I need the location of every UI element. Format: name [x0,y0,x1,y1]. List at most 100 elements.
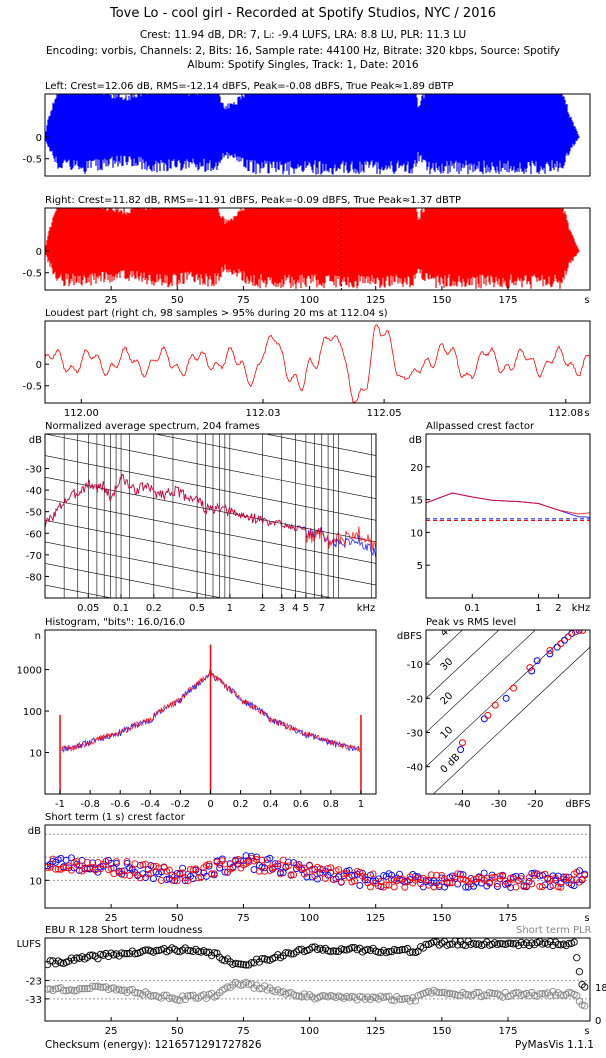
crest-point-left [216,864,224,872]
ebu-xtick-2: 75 [237,1026,250,1037]
crest-point-right [456,875,464,883]
ebu-loudness-point [393,946,401,955]
allpass-title: Allpassed crest factor [426,421,535,432]
crest-point-right [284,862,292,870]
crest-xtick-4: 125 [366,913,385,924]
ebu-loudness-point [295,946,303,954]
right-waveform [45,208,580,289]
histogram-xtick-5: 0 [207,799,213,810]
crest-xtick-6: 175 [498,913,517,924]
crest-point-left [150,875,157,883]
spectrum-ytick-0: -30 [26,465,42,476]
pvr-crest-label: 10 [439,725,456,742]
ebu-xtick-1: 50 [171,1026,184,1037]
ebu-plr-point [435,989,443,997]
crest-point-right [546,875,554,883]
crest-point-right [221,860,229,868]
histogram-ytick-0: 10 [29,749,42,760]
ebu-loudness-point [237,960,245,968]
left-waveform [45,94,580,175]
spectrum-xtick-3: 0.5 [189,603,205,614]
ebu-plr-point [485,989,494,997]
crest-point-right [258,856,266,864]
ebu-plr-point [448,990,457,998]
crest-point-right [327,864,335,872]
pvr-ytick-2: -30 [407,729,423,740]
crest-point-right [274,860,282,868]
spectrum-ytick-2: -50 [26,508,42,519]
ebu-loudness-point [46,957,54,965]
right-xtick-5: 150 [432,295,451,306]
ebu-loudness-point [575,968,584,976]
crest-point-right [147,869,155,877]
spectrum-plot [45,434,376,598]
crest-point-right [433,871,441,879]
right-xtick-0: 25 [105,295,118,306]
loudest-xlabel: s [584,408,589,419]
crest-point-right [528,880,536,888]
crest-point-right [581,871,589,879]
spectrum-slope-line [45,455,376,521]
ebu-plr-point [65,986,73,994]
ebu-loudness-point [406,948,414,957]
ebu-loudness-point [120,950,129,958]
ebu-plr-point [536,990,544,998]
crest-point-right [552,874,560,882]
ebu-plot [45,938,590,1010]
crest-point-right [52,865,60,873]
pvr-point-right [546,647,554,654]
crest-ytick-0: 10 [29,876,42,887]
crest-point-right [128,866,136,874]
pvr-ytick-3: -40 [407,763,423,774]
ebu-loudness-point [239,960,248,969]
ebu-loudness-point [329,947,338,955]
crest-point-right [197,873,205,881]
ebu-loudness-point [311,943,319,951]
pvr-crest-line [426,630,573,768]
loudest-part-title: Loudest part (right ch, 98 samples > 95%… [45,308,388,319]
ebu-loudness-point [287,950,295,958]
ebu-plr-point [149,991,158,1000]
histogram-xtick-8: 0.6 [293,799,309,810]
ebu-loudness-point [509,940,517,948]
allpass-plot [426,492,590,521]
ebu-plr-point [51,985,60,993]
ebu-loudness-point [226,958,234,966]
ebu-plr-point [427,989,435,997]
crest-point-right [157,876,165,884]
ebu-plr-point [184,992,192,1000]
crest-point-right [337,878,345,886]
ebu-plr-point [488,989,496,997]
ebu-plr-point [118,986,126,995]
ebu-plr-point [160,991,168,999]
pvr-point-right [458,739,466,747]
ebu-loudness-point [215,953,224,961]
crest-point-left [221,868,229,876]
crest-point-right [126,872,134,879]
pvr-crest-label: 20 [439,691,456,708]
ebu-loudness-point [340,946,348,954]
plr-label: Short term PLR [516,925,592,936]
crest-point-right [448,879,456,887]
ebu-loudness-point [565,939,573,948]
crest-point-right [107,864,115,872]
ebu-xtick-6: 175 [498,1026,517,1037]
ebu-plr-point [575,997,584,1005]
crest-plot [45,833,590,891]
spectrum-ytick-4: -70 [26,551,42,562]
crest-point-right [568,876,575,884]
pvr-crest-label: 30 [439,656,456,673]
allpass-series-left [426,492,590,518]
crest-point-right [390,883,398,891]
ebu-loudness-point [581,983,589,991]
crest-point-right [504,880,512,888]
ebu-plr-point [239,980,248,989]
spectrum-ytick-3: -60 [26,529,42,540]
histogram-xtick-2: -0.6 [110,799,130,810]
ebu-loudness-point [155,946,163,955]
crest-point-right [536,883,544,890]
pvr-point-left [502,694,510,702]
crest-point-right [298,864,306,872]
left-ytick-0: 0 [36,133,42,144]
crest-point-right [493,880,501,888]
